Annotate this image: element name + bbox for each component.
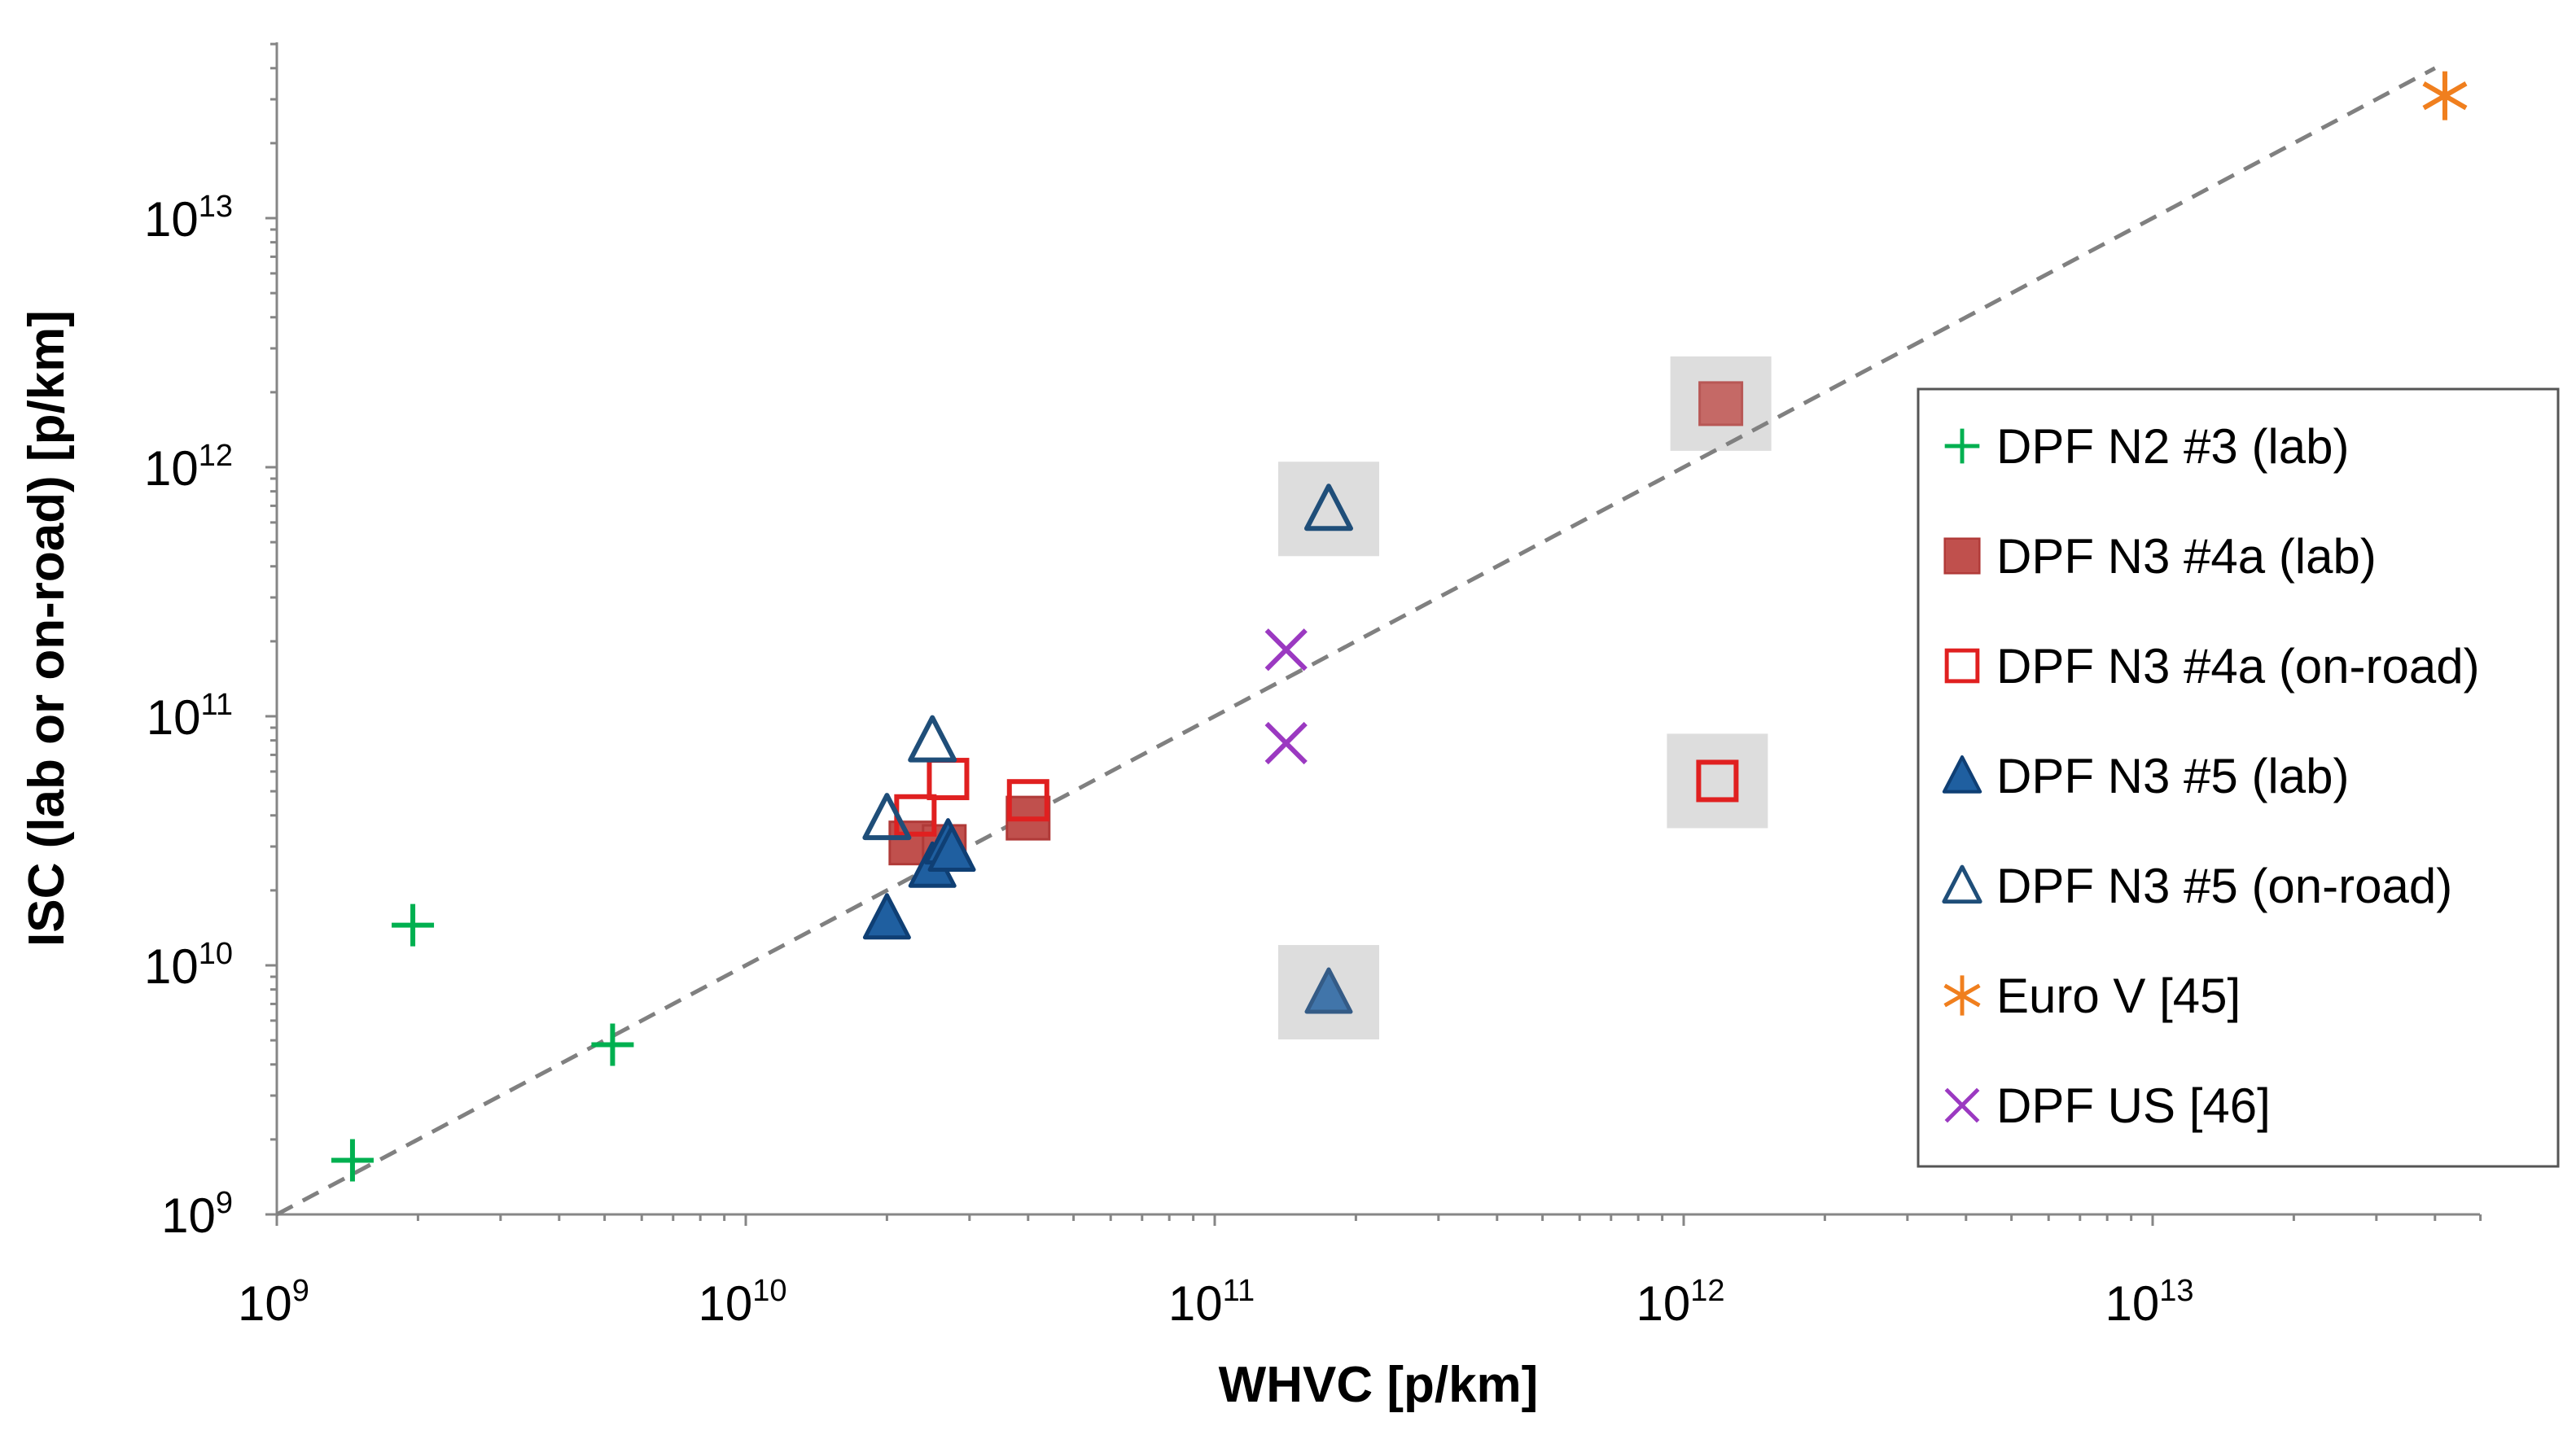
data-point — [1006, 779, 1049, 822]
legend-item: DPF N3 #5 (on-road) — [1942, 859, 2452, 913]
data-point — [1304, 967, 1353, 1014]
legend-marker — [1944, 428, 1980, 464]
legend-label: DPF N3 #5 (lab) — [1996, 749, 2349, 803]
x-tick-label: 1012 — [1636, 1274, 1724, 1331]
legend-label: DPF N3 #4a (on-road) — [1996, 639, 2480, 693]
data-point — [927, 825, 976, 873]
highlight-box — [1277, 462, 1379, 557]
y-tick-label: 1013 — [144, 190, 233, 247]
legend-marker — [1943, 537, 1981, 575]
legend-marker — [1942, 755, 1982, 794]
legend-item: Euro V [45] — [1943, 969, 2241, 1023]
data-point — [1303, 483, 1353, 532]
axes — [275, 42, 2480, 1216]
x-tick-label: 109 — [238, 1274, 309, 1331]
data-point — [908, 715, 957, 763]
legend-item: DPF N2 #3 (lab) — [1944, 419, 2349, 474]
x-tick-label: 1010 — [698, 1274, 786, 1331]
legend-marker — [1944, 648, 1980, 684]
data-point — [862, 893, 911, 940]
legend-label: DPF N2 #3 (lab) — [1996, 419, 2349, 474]
legend-label: Euro V [45] — [1996, 969, 2241, 1023]
y-tick-label: 109 — [161, 1186, 233, 1243]
data-points — [331, 71, 2468, 1182]
legend-item: DPF N3 #4a (on-road) — [1944, 639, 2480, 693]
y-tick-label: 1010 — [144, 937, 233, 994]
one-to-one-reference-line — [275, 66, 2436, 1217]
axis-ticks: 109 1010 1011 1012 1013 109 1010 1011 1012 1013 — [144, 42, 2482, 1331]
data-point — [2422, 71, 2468, 120]
legend-item: DPF US [46] — [1944, 1078, 2271, 1133]
data-point — [392, 903, 435, 947]
legend-box — [1917, 387, 2560, 1168]
legend-item: DPF N3 #4a (lab) — [1943, 529, 2377, 584]
legend-marker — [1944, 1087, 1980, 1123]
data-point — [331, 1139, 374, 1182]
legend-label: DPF US [46] — [1996, 1078, 2271, 1133]
legend-items: DPF N2 #3 (lab) DPF N3 #4a (lab) DPF N3 #4… — [1942, 419, 2480, 1133]
legend-label: DPF N3 #4a (lab) — [1996, 529, 2377, 584]
legend-item: DPF N3 #5 (lab) — [1942, 749, 2349, 803]
data-point — [591, 1023, 634, 1066]
legend-label: DPF N3 #5 (on-road) — [1996, 859, 2452, 913]
data-point — [1696, 759, 1739, 803]
legend: DPF N2 #3 (lab) DPF N3 #4a (lab) DPF N3 #4… — [1917, 387, 2560, 1168]
y-tick-label: 1012 — [144, 439, 233, 496]
legend-marker — [1942, 864, 1982, 904]
data-point — [862, 793, 912, 841]
y-axis-title: ISC (lab or on-road) [p/km] — [19, 310, 75, 947]
data-point — [1698, 381, 1744, 427]
x-tick-label: 1013 — [2105, 1274, 2193, 1331]
highlight-box — [1667, 733, 1768, 829]
legend-marker — [1943, 975, 1981, 1016]
highlight-layer — [1277, 356, 1772, 1040]
data-point — [927, 758, 970, 801]
y-tick-label: 1011 — [147, 688, 233, 745]
x-axis-title: WHVC [p/km] — [1219, 1357, 1539, 1413]
data-point — [1264, 721, 1308, 765]
x-tick-label: 1011 — [1168, 1274, 1255, 1331]
data-point — [1264, 628, 1308, 672]
